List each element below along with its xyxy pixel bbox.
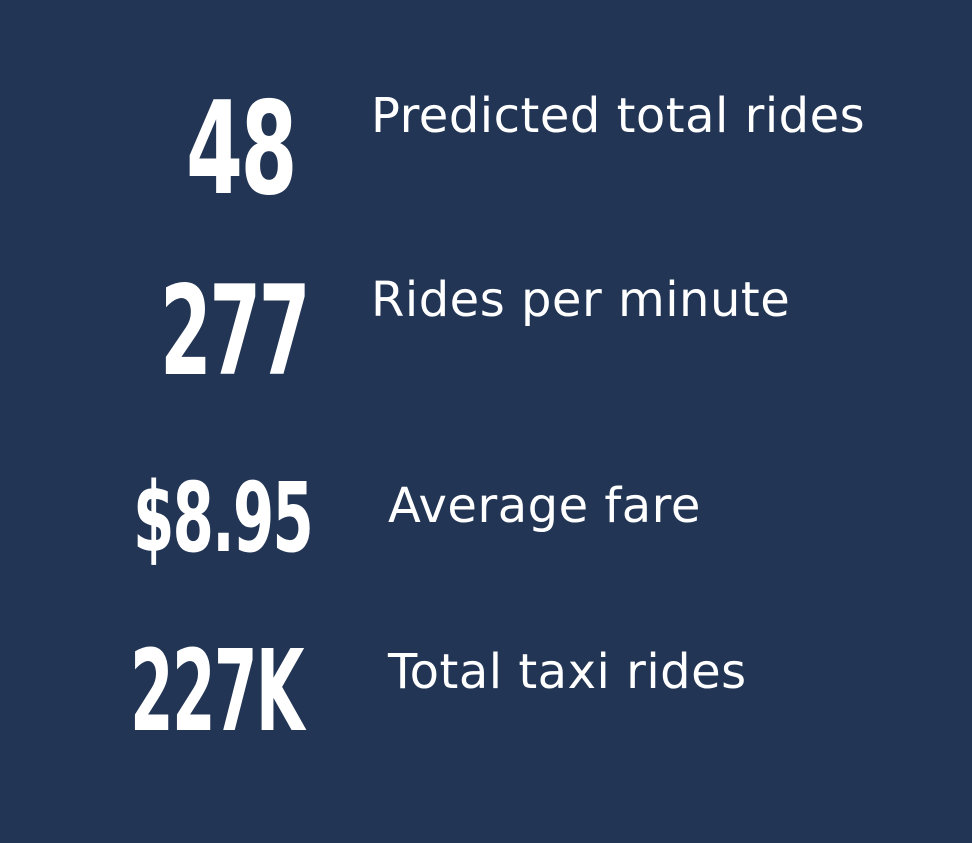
average-fare-value: $8.95 xyxy=(133,462,314,574)
predicted-total-rides-value: 48 xyxy=(186,75,297,224)
average-fare-label: Average fare xyxy=(388,478,701,534)
rides-per-minute-value: 277 xyxy=(160,260,311,404)
rides-per-minute-label: Rides per minute xyxy=(371,272,791,328)
predicted-total-rides-label: Predicted total rides xyxy=(371,88,866,144)
total-taxi-rides-label: Total taxi rides xyxy=(388,644,747,700)
total-taxi-rides-value: 227K xyxy=(130,627,304,757)
